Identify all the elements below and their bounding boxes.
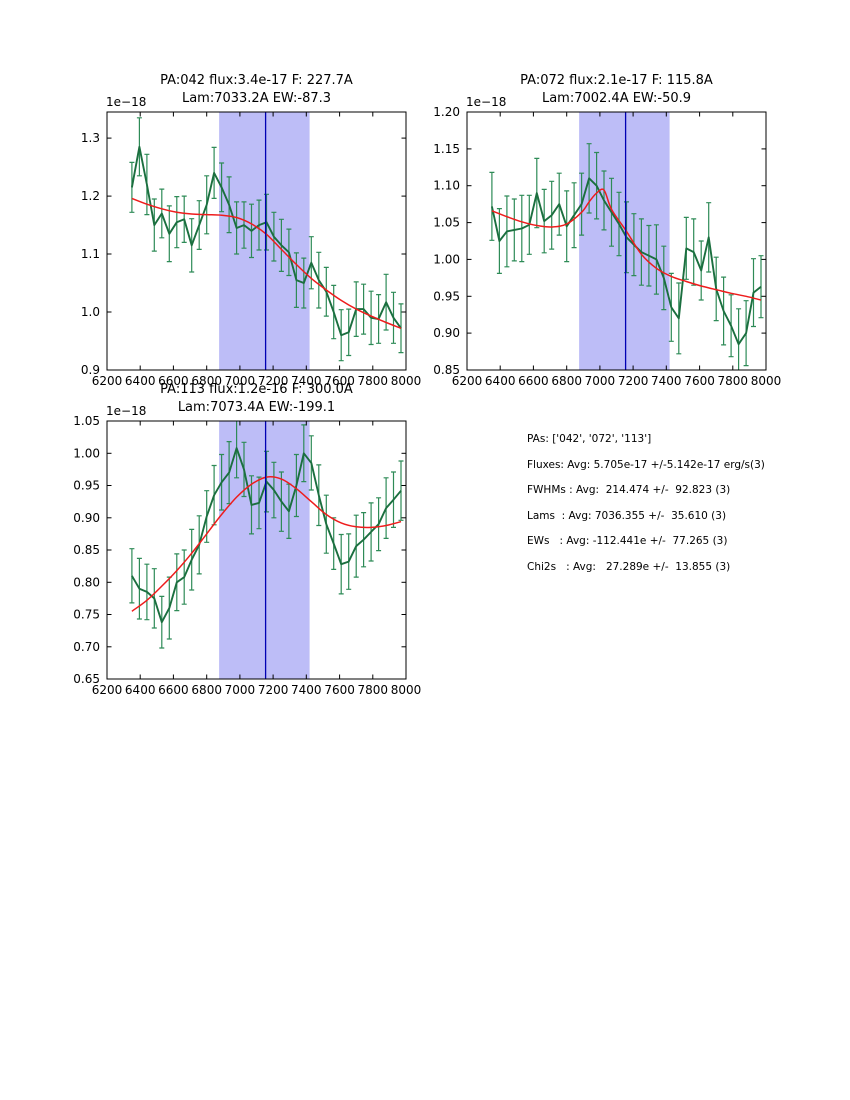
x-tick-label: 6200	[92, 374, 123, 388]
plot-title-line1: PA:113 flux:1.2e-16 F: 300.0A	[160, 382, 353, 397]
plot-title-line1: PA:072 flux:2.1e-17 F: 115.8A	[520, 73, 713, 88]
line-region-band	[219, 421, 310, 679]
x-tick-label: 6800	[191, 374, 222, 388]
stats-panel: PAs: ['042', '072', '113'] Fluxes: Avg: …	[527, 427, 765, 580]
y-axis-offset-label: 1e−18	[106, 404, 146, 418]
x-tick-label: 6400	[125, 683, 156, 697]
x-tick-label: 6200	[452, 374, 483, 388]
fit-line	[491, 188, 762, 301]
x-tick-label: 8000	[391, 683, 422, 697]
spectrum-line	[131, 447, 402, 624]
y-tick-label: 0.90	[73, 511, 100, 525]
x-tick-label: 8000	[391, 374, 422, 388]
x-tick-label: 7400	[291, 683, 322, 697]
y-tick-label: 0.90	[433, 326, 460, 340]
spectrum-plot-pa042: 6200 6400 6600 6800 7000 7200 7400 7600 7800 8000…	[81, 73, 422, 388]
stats-line-chi2s: Chi2s : Avg: 27.289e +/- 13.855 (3)	[527, 560, 731, 573]
x-tick-label: 7200	[258, 683, 289, 697]
x-tick-label: 7400	[291, 374, 322, 388]
y-tick-label: 1.1	[81, 247, 100, 261]
x-tick-label: 6400	[125, 374, 156, 388]
stats-line-fwhms: FWHMs : Avg: 214.474 +/- 92.823 (3)	[527, 484, 731, 496]
y-tick-label: 0.65	[73, 672, 100, 686]
y-tick-label: 1.10	[433, 179, 460, 193]
x-tick-label: 6800	[551, 374, 582, 388]
x-tick-label: 6200	[92, 683, 123, 697]
y-tick-label: 0.9	[81, 363, 100, 377]
plot-title-line2: Lam:7002.4A EW:-50.9	[542, 91, 691, 106]
x-tick-label: 6600	[518, 374, 549, 388]
spectrum-plot-pa072: 6200 6400 6600 6800 7000 7200 7400 7600 7800 8000…	[433, 73, 782, 388]
x-tick-label: 7800	[718, 374, 749, 388]
y-tick-label: 1.05	[433, 216, 460, 230]
y-tick-label: 0.85	[73, 543, 100, 557]
plot-title-line1: PA:042 flux:3.4e-17 F: 227.7A	[160, 73, 353, 88]
spectrum-plot-pa113: 6200 6400 6600 6800 7000 7200 7400 7600 7800 8000…	[73, 382, 422, 697]
y-tick-label: 1.2	[81, 189, 100, 203]
y-tick-label: 0.95	[73, 479, 100, 493]
stats-line-fluxes: Fluxes: Avg: 5.705e-17 +/-5.142e-17 erg/…	[527, 458, 765, 471]
x-tick-label: 7200	[258, 374, 289, 388]
axes-frame	[466, 111, 767, 371]
y-tick-label: 1.00	[433, 252, 460, 266]
ticks	[106, 112, 407, 371]
line-region-band	[579, 112, 670, 370]
stats-line-ews: EWs : Avg: -112.441e +/- 77.265 (3)	[527, 535, 728, 547]
x-tick-label: 6800	[191, 683, 222, 697]
y-tick-label: 0.85	[433, 363, 460, 377]
x-tick-label: 7600	[684, 374, 715, 388]
x-tick-label: 8000	[751, 374, 782, 388]
y-tick-label: 1.3	[81, 131, 100, 145]
y-tick-label: 0.75	[73, 608, 100, 622]
x-tick-label: 7800	[358, 374, 389, 388]
x-tick-label: 6400	[485, 374, 516, 388]
y-tick-label: 1.05	[73, 414, 100, 428]
ticks	[466, 111, 767, 371]
y-tick-label: 1.20	[433, 105, 460, 119]
y-tick-label: 1.0	[81, 305, 100, 319]
y-tick-label: 0.70	[73, 640, 100, 654]
x-tick-label: 7600	[324, 374, 355, 388]
x-tick-label: 7000	[225, 374, 256, 388]
x-tick-label: 7800	[358, 683, 389, 697]
x-tick-label: 7000	[225, 683, 256, 697]
spectrum-line	[490, 177, 762, 346]
y-tick-label: 1.00	[73, 446, 100, 460]
y-tick-label: 1.15	[433, 142, 460, 156]
stats-line-lams: Lams : Avg: 7036.355 +/- 35.610 (3)	[527, 509, 727, 522]
y-tick-label: 0.80	[73, 575, 100, 589]
stats-line-pas: PAs: ['042', '072', '113']	[527, 433, 652, 445]
x-tick-label: 7400	[651, 374, 682, 388]
line-region-band	[219, 112, 310, 370]
y-axis-offset-label: 1e−18	[466, 95, 506, 109]
x-tick-label: 6600	[158, 374, 189, 388]
x-tick-label: 7000	[585, 374, 616, 388]
x-tick-label: 6600	[158, 683, 189, 697]
fit-line	[131, 476, 402, 612]
fit-line	[131, 197, 402, 329]
plot-title-line2: Lam:7033.2A EW:-87.3	[182, 91, 331, 106]
x-tick-label: 7200	[618, 374, 649, 388]
ticks	[106, 420, 407, 680]
plot-title-line2: Lam:7073.4A EW:-199.1	[178, 400, 335, 415]
y-tick-label: 0.95	[433, 289, 460, 303]
x-tick-label: 7600	[324, 683, 355, 697]
axes-frame	[106, 111, 407, 371]
y-axis-offset-label: 1e−18	[106, 95, 146, 109]
